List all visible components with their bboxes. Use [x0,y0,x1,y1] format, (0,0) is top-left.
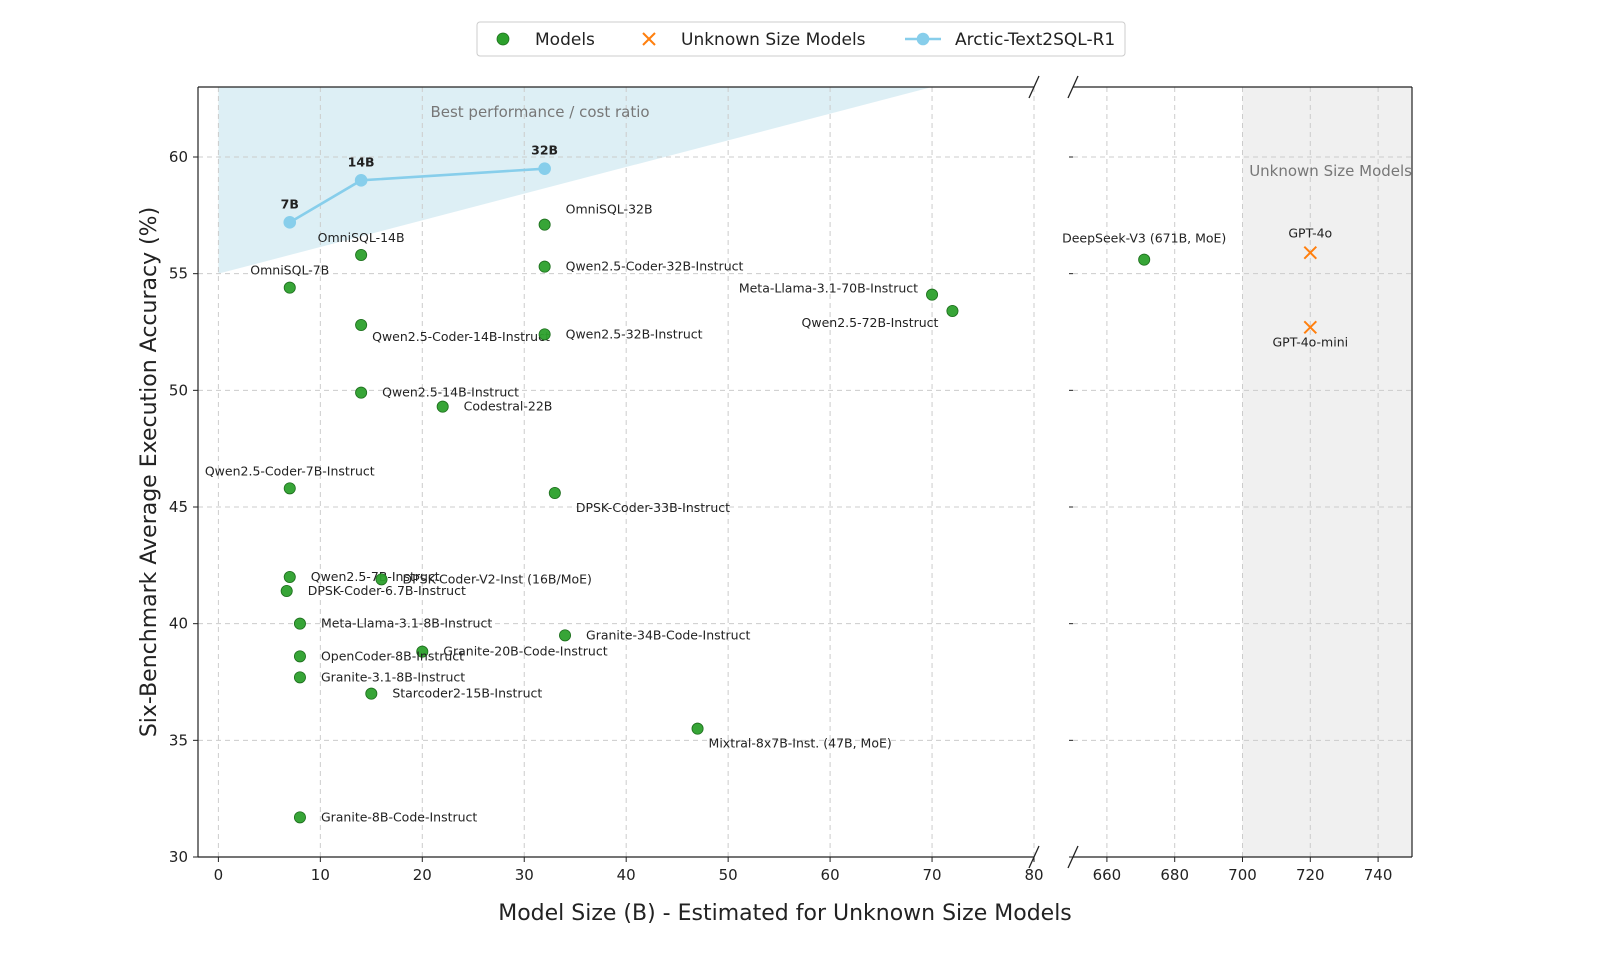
legend-box [476,21,1126,57]
x-tick-label-left: 0 [214,866,224,884]
x-tick-label-right: 700 [1228,866,1257,884]
model-point [283,281,296,294]
model-point [559,629,572,642]
model-point [283,482,296,495]
arctic-point-label: 14B [348,154,375,169]
unknown-size-model-point [1303,320,1318,335]
x-tick-label-left: 20 [413,866,432,884]
model-point [548,486,561,499]
model-point [293,650,306,663]
model-point-label: Qwen2.5-Coder-7B-Instruct [205,463,375,478]
y-tick-label: 30 [169,848,188,866]
model-point-label: OmniSQL-7B [250,263,329,278]
x-axis-title: Model Size (B) - Estimated for Unknown S… [498,901,1072,926]
unknown-size-region [1242,87,1412,857]
arctic-point [354,174,368,187]
model-point-label: Qwen2.5-Coder-32B-Instruct [566,259,744,274]
x-tick-label-right: 660 [1093,866,1122,884]
x-tick-label-left: 40 [617,866,636,884]
model-point [293,671,306,684]
model-point-label: Qwen2.5-72B-Instruct [802,315,939,330]
model-point-label: DPSK-Coder-33B-Instruct [576,500,730,515]
y-tick-label: 50 [169,381,188,399]
model-point-label: Qwen2.5-Coder-14B-Instruct [372,329,550,344]
axis-break-mark [1067,75,1079,99]
model-point-label: DPSK-Coder-V2-Inst (16B/MoE) [403,571,592,586]
model-point-label: Granite-34B-Code-Instruct [586,627,750,642]
model-point-label: DeepSeek-V3 (671B, MoE) [1062,231,1226,246]
x-tick-label-left: 30 [515,866,534,884]
x-tick-label-left: 70 [923,866,942,884]
axis-break-mark [1028,75,1040,99]
legend-models-label: Models [535,30,595,50]
unknown-size-model-label: GPT-4o-mini [1272,334,1348,349]
x-tick-label-left: 60 [821,866,840,884]
legend-arctic-label: Arctic-Text2SQL-R1 [955,30,1115,50]
model-point [355,248,368,261]
model-point-label: Qwen2.5-32B-Instruct [566,326,703,341]
y-tick-label: 45 [169,498,188,516]
model-point [365,687,378,700]
y-tick-label: 35 [169,731,188,749]
model-point [293,617,306,630]
x-tick-label-left: 50 [719,866,738,884]
model-point [926,288,939,301]
unknown-size-model-label: GPT-4o [1288,226,1332,241]
model-point-label: Granite-20B-Code-Instruct [443,644,607,659]
x-tick-label-right: 720 [1296,866,1325,884]
legend-models-marker [496,32,510,46]
best-ratio-region [218,87,933,274]
model-point [538,260,551,273]
x-tick-label-left: 80 [1024,866,1043,884]
model-point-label: Meta-Llama-3.1-8B-Instruct [321,616,492,631]
model-point-label: Qwen2.5-14B-Instruct [382,385,519,400]
legend-arctic-marker [916,32,930,46]
model-point [355,318,368,331]
arctic-point-label: 32B [531,143,558,158]
model-point [538,218,551,231]
arctic-point-label: 7B [281,196,299,211]
model-point [1138,253,1151,266]
legend-unknown-label: Unknown Size Models [681,30,866,50]
model-point [293,811,306,824]
model-point [375,573,388,586]
model-point-label: Starcoder2-15B-Instruct [392,686,542,701]
x-tick-label-left: 10 [311,866,330,884]
unknown-size-region-label: Unknown Size Models [1249,162,1412,180]
y-axis-title: Six-Benchmark Average Execution Accuracy… [137,207,162,737]
arctic-point [538,162,551,175]
model-point-label: Codestral-22B [464,399,553,414]
model-point [280,585,293,598]
model-point-label: Meta-Llama-3.1-70B-Instruct [739,281,918,296]
model-point [538,328,551,341]
y-tick-label: 40 [169,615,188,633]
model-point-label: Granite-3.1-8B-Instruct [321,669,465,684]
model-point [436,400,449,413]
model-point-label: Granite-8B-Code-Instruct [321,809,477,824]
arctic-point [283,216,297,229]
model-point-label: OmniSQL-32B [566,202,653,217]
model-point [946,304,959,317]
model-point [355,386,368,399]
model-point [283,571,296,584]
y-tick-label: 55 [169,265,188,283]
x-tick-label-right: 680 [1160,866,1189,884]
unknown-size-model-point [1303,245,1318,260]
model-point-label: Mixtral-8x7B-Inst. (47B, MoE) [709,736,892,751]
y-tick-label: 60 [169,148,188,166]
model-point-label: OpenCoder-8B-Instruct [321,648,464,663]
best-ratio-label: Best performance / cost ratio [430,103,649,121]
model-point [416,645,429,658]
model-point [691,722,704,735]
model-point-label: Qwen2.5-7B-Instruct [311,569,440,584]
model-point-label: DPSK-Coder-6.7B-Instruct [308,583,466,598]
x-tick-label-right: 740 [1364,866,1393,884]
legend-unknown-marker [642,32,656,46]
model-point-label: OmniSQL-14B [318,230,405,245]
